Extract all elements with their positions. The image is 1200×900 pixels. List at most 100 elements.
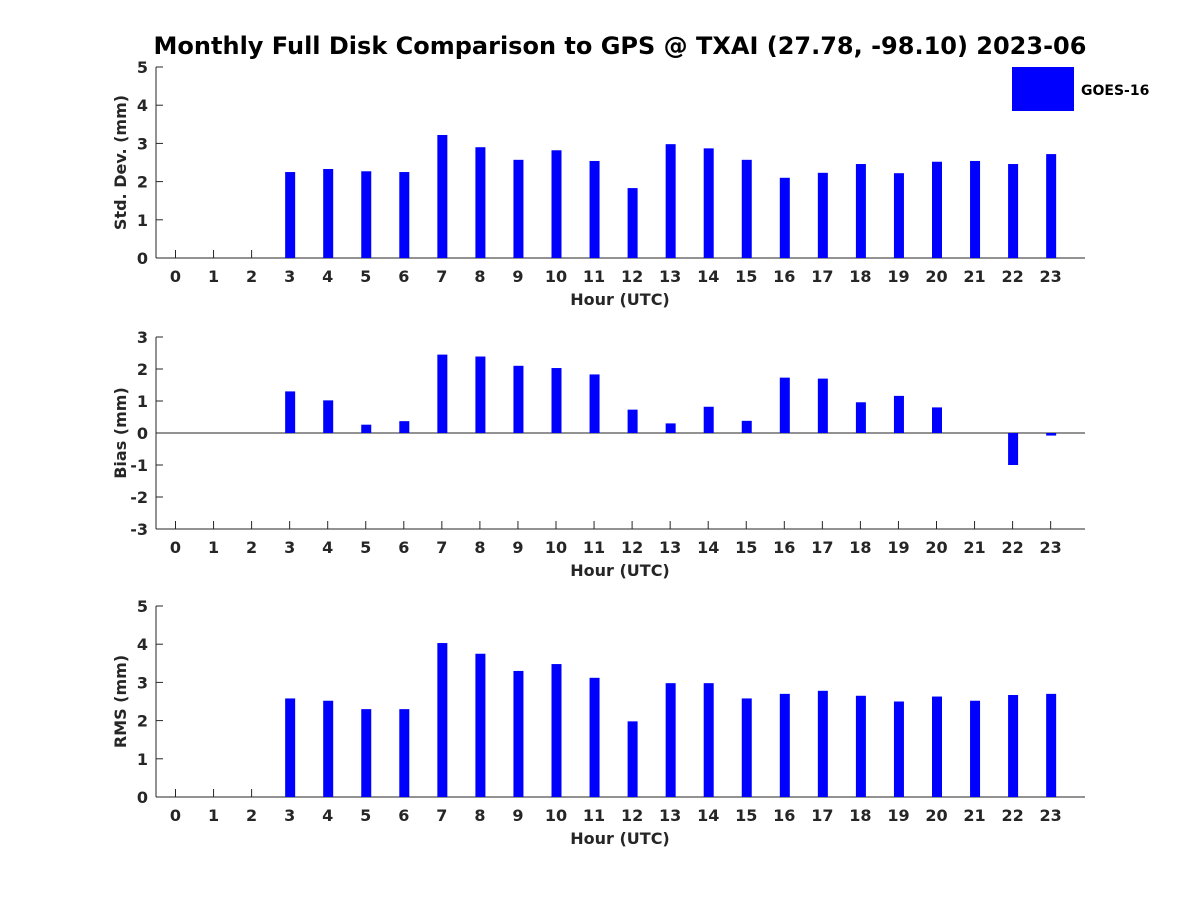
bar-hour-8 <box>475 147 486 258</box>
x-tick-label: 17 <box>811 267 833 286</box>
x-tick-label: 23 <box>1040 267 1062 286</box>
bar-hour-23 <box>1046 693 1057 797</box>
x-tick-label: 14 <box>697 806 719 825</box>
y-tick-label: 0 <box>137 788 148 807</box>
x-tick-label: 5 <box>360 267 371 286</box>
bar-hour-14 <box>703 148 714 258</box>
y-tick-label: 1 <box>137 392 148 411</box>
bar-hour-18 <box>855 695 866 797</box>
y-axis-label: RMS (mm) <box>111 655 130 748</box>
y-tick-label: 2 <box>137 173 148 192</box>
bar-hour-8 <box>475 653 486 797</box>
x-tick-label: 6 <box>398 806 409 825</box>
y-tick-label: -3 <box>130 520 148 539</box>
bar-hour-7 <box>437 354 448 433</box>
x-tick-label: 11 <box>583 538 605 557</box>
x-tick-label: 21 <box>963 806 985 825</box>
x-tick-label: 2 <box>246 806 257 825</box>
bar-hour-19 <box>893 173 904 258</box>
x-tick-label: 7 <box>436 538 447 557</box>
y-tick-label: 2 <box>137 712 148 731</box>
bar-hour-16 <box>779 693 790 797</box>
x-tick-label: 13 <box>659 806 681 825</box>
x-tick-label: 6 <box>398 538 409 557</box>
bar-hour-7 <box>437 643 448 797</box>
x-tick-label: 23 <box>1040 806 1062 825</box>
x-tick-label: 12 <box>621 538 643 557</box>
x-tick-label: 0 <box>170 538 181 557</box>
x-tick-label: 1 <box>208 538 219 557</box>
x-tick-label: 16 <box>773 806 795 825</box>
bar-hour-11 <box>589 160 600 258</box>
y-tick-label: 0 <box>137 249 148 268</box>
bar-hour-12 <box>627 188 638 258</box>
bar-hour-5 <box>361 709 372 797</box>
bar-hour-20 <box>932 161 942 258</box>
x-tick-label: 2 <box>246 538 257 557</box>
y-tick-label: 0 <box>137 424 148 443</box>
x-tick-label: 19 <box>887 267 909 286</box>
bar-hour-17 <box>817 172 828 258</box>
bar-hour-9 <box>513 365 524 433</box>
x-tick-label: 11 <box>583 267 605 286</box>
x-tick-label: 21 <box>963 538 985 557</box>
x-tick-label: 15 <box>735 538 757 557</box>
x-tick-label: 7 <box>436 806 447 825</box>
x-tick-label: 11 <box>583 806 605 825</box>
bar-hour-15 <box>741 159 752 258</box>
x-tick-label: 17 <box>811 806 833 825</box>
x-tick-label: 9 <box>512 267 523 286</box>
x-tick-label: 17 <box>811 538 833 557</box>
x-tick-label: 13 <box>659 267 681 286</box>
y-tick-label: 4 <box>137 96 148 115</box>
y-tick-label: 1 <box>137 211 148 230</box>
x-axis-label: Hour (UTC) <box>570 290 670 309</box>
x-tick-label: 20 <box>925 267 947 286</box>
bar-hour-8 <box>475 356 486 433</box>
x-tick-label: 10 <box>545 267 567 286</box>
x-tick-label: 9 <box>512 806 523 825</box>
bar-hour-3 <box>285 698 296 797</box>
bar-hour-21 <box>970 700 981 797</box>
x-tick-label: 16 <box>773 538 795 557</box>
x-tick-label: 18 <box>849 538 871 557</box>
x-tick-label: 0 <box>170 267 181 286</box>
y-axis-label: Bias (mm) <box>111 387 130 479</box>
x-tick-label: 22 <box>1001 267 1023 286</box>
bar-hour-3 <box>285 172 296 258</box>
bar-hour-22 <box>1008 433 1019 465</box>
y-axis-label: Std. Dev. (mm) <box>111 95 130 230</box>
bar-hour-19 <box>893 701 904 797</box>
x-tick-label: 0 <box>170 806 181 825</box>
bar-hour-12 <box>627 721 638 797</box>
x-tick-label: 4 <box>322 267 333 286</box>
bar-hour-4 <box>323 168 334 258</box>
bar-hour-23 <box>1046 433 1057 436</box>
y-tick-label: 3 <box>137 673 148 692</box>
bar-hour-11 <box>589 374 600 433</box>
x-tick-label: 14 <box>697 267 719 286</box>
legend-label: GOES-16 <box>1081 83 1149 99</box>
x-tick-label: 20 <box>925 806 947 825</box>
x-tick-label: 18 <box>849 806 871 825</box>
bar-hour-18 <box>855 402 866 433</box>
bar-hour-3 <box>285 391 296 433</box>
x-tick-label: 10 <box>545 538 567 557</box>
bar-hour-6 <box>399 709 410 797</box>
bar-hour-6 <box>399 172 410 258</box>
x-tick-label: 1 <box>208 806 219 825</box>
y-tick-label: -2 <box>130 488 148 507</box>
legend-swatch <box>1012 67 1074 111</box>
bar-hour-13 <box>665 144 676 258</box>
y-tick-label: -1 <box>130 456 148 475</box>
bar-hour-19 <box>893 395 904 433</box>
x-tick-label: 9 <box>512 538 523 557</box>
x-tick-label: 12 <box>621 267 643 286</box>
x-axis-label: Hour (UTC) <box>570 561 670 580</box>
x-tick-label: 15 <box>735 267 757 286</box>
x-tick-label: 14 <box>697 538 719 557</box>
x-tick-label: 19 <box>887 806 909 825</box>
